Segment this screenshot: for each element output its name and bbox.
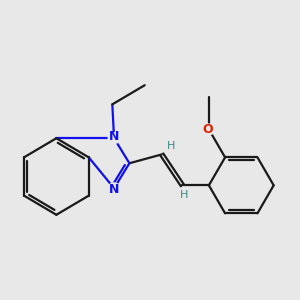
Ellipse shape	[108, 183, 120, 194]
Text: N: N	[109, 183, 119, 196]
Text: H: H	[167, 141, 175, 151]
Ellipse shape	[179, 190, 189, 199]
Ellipse shape	[108, 133, 120, 143]
Ellipse shape	[203, 124, 215, 135]
Text: H: H	[180, 190, 188, 200]
Text: N: N	[109, 130, 119, 143]
Ellipse shape	[166, 142, 175, 151]
Text: O: O	[202, 123, 213, 136]
